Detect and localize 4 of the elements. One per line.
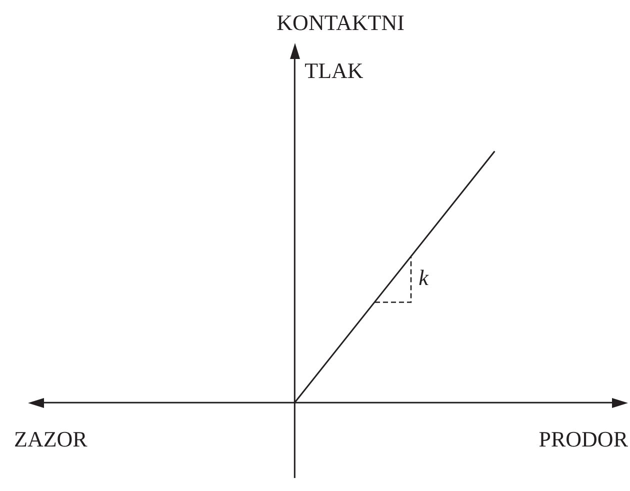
- text: ZAZOR: [14, 426, 88, 452]
- annotation: k: [418, 265, 430, 290]
- x-axis-title: PRODOR: [538, 426, 628, 452]
- y-axis-title: KONTAKTNI TLAK: [276, 10, 404, 83]
